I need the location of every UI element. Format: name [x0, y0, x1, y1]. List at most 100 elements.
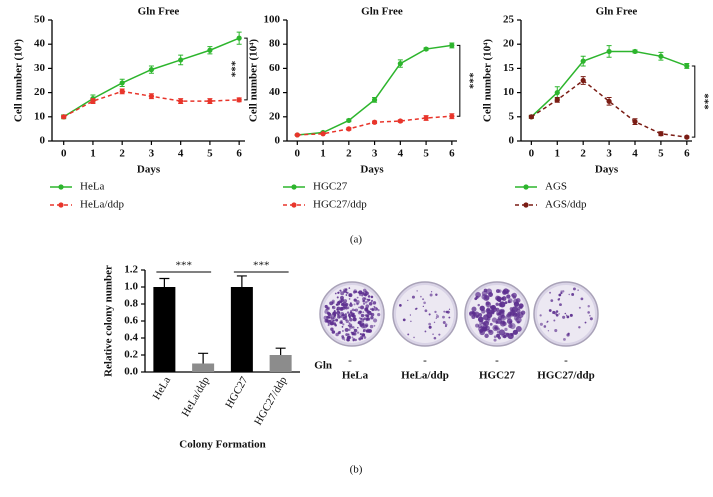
chart-title: Gln Free — [596, 6, 638, 18]
colony — [509, 307, 514, 311]
data-point — [423, 115, 429, 121]
colony — [558, 293, 562, 297]
colony — [325, 318, 329, 323]
colony — [352, 331, 357, 336]
x-tick-label: 6 — [684, 148, 690, 160]
colony — [492, 324, 499, 332]
legend-marker — [523, 184, 529, 190]
colony — [364, 314, 367, 317]
colony — [484, 333, 489, 339]
colony — [357, 320, 362, 325]
colony — [552, 312, 554, 314]
bar — [153, 287, 176, 372]
x-tick-label: 4 — [178, 148, 184, 160]
series-line — [530, 79, 687, 138]
colony — [436, 313, 438, 316]
colony — [362, 330, 365, 333]
colony — [343, 306, 346, 308]
colony — [507, 298, 513, 304]
colony — [359, 332, 362, 336]
x-tick-label: 1 — [90, 148, 96, 160]
colony — [411, 295, 415, 299]
colony — [343, 290, 347, 293]
colony — [563, 337, 566, 341]
colony — [495, 302, 499, 306]
colony — [560, 291, 563, 295]
colony — [495, 289, 500, 294]
colony — [364, 300, 368, 304]
colony — [513, 301, 520, 307]
colony — [361, 333, 366, 337]
chart-title: Gln Free — [361, 6, 403, 18]
colony — [349, 317, 353, 322]
colony — [358, 337, 362, 341]
x-tick-label: 2 — [580, 148, 586, 160]
colony — [499, 301, 506, 308]
colony — [336, 306, 341, 311]
x-tick-label: HGC27 — [223, 374, 251, 410]
colony — [483, 288, 488, 293]
colony — [558, 298, 561, 300]
colony — [326, 315, 330, 319]
x-tick-label: 1 — [555, 148, 561, 160]
colony — [328, 315, 332, 319]
colony — [377, 309, 380, 312]
x-axis-label: Colony Formation — [179, 439, 265, 451]
y-tick-label: 0.6 — [124, 315, 138, 327]
colony — [578, 306, 581, 309]
colony — [337, 291, 340, 294]
colony — [475, 315, 479, 319]
colony — [469, 311, 473, 315]
colony — [348, 287, 351, 289]
colony — [506, 313, 511, 318]
significance-bracket — [244, 37, 248, 101]
colony — [345, 319, 349, 324]
x-tick-label: 2 — [119, 148, 125, 160]
significance-label: *** — [253, 260, 270, 272]
colony — [329, 321, 334, 326]
colony — [580, 297, 584, 301]
colony — [360, 305, 365, 310]
data-point — [61, 114, 67, 120]
colony — [360, 317, 363, 320]
colony — [342, 301, 347, 306]
error-bar — [159, 277, 170, 287]
colony — [410, 320, 412, 323]
colony — [353, 328, 356, 331]
data-point — [449, 113, 455, 119]
colony — [499, 308, 505, 314]
colony — [504, 301, 508, 305]
legend-label: HGC27 — [313, 181, 348, 193]
dish-label: HeLa — [342, 370, 369, 382]
colony — [589, 317, 593, 321]
colony — [359, 310, 362, 314]
colony — [326, 307, 329, 310]
condition-label: Gln — [314, 360, 332, 372]
x-tick-label: HGC27/ddp — [252, 374, 290, 427]
colony — [506, 332, 510, 336]
colony — [349, 303, 353, 307]
data-point — [554, 90, 560, 96]
legend-marker — [58, 184, 64, 190]
colony — [493, 338, 497, 342]
colony — [587, 311, 590, 314]
y-tick-label: 25 — [503, 14, 515, 26]
data-point — [580, 77, 586, 84]
data-point — [346, 117, 352, 124]
colony — [365, 291, 369, 296]
colony — [438, 333, 441, 336]
colony-dish — [464, 281, 530, 347]
colony — [358, 306, 361, 309]
colony — [553, 319, 556, 322]
colony — [348, 323, 353, 328]
colony — [399, 304, 402, 307]
x-axis-label: Days — [595, 164, 619, 176]
data-point — [119, 88, 125, 94]
colony — [375, 307, 379, 311]
colony — [428, 313, 431, 316]
colony — [420, 295, 422, 298]
significance-label: *** — [226, 61, 238, 78]
colony — [554, 328, 558, 333]
colony — [546, 320, 549, 323]
colony — [442, 315, 445, 319]
